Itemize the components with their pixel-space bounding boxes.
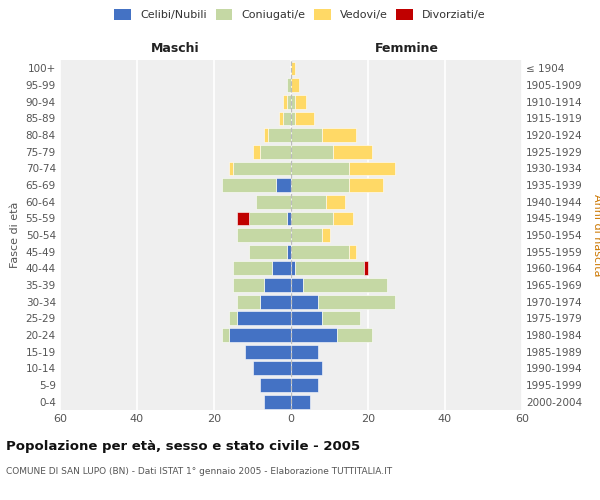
Bar xyxy=(326,195,345,208)
Bar xyxy=(229,312,237,325)
Bar xyxy=(253,145,260,158)
Text: Popolazione per età, sesso e stato civile - 2005: Popolazione per età, sesso e stato civil… xyxy=(6,440,360,453)
Bar xyxy=(291,178,349,192)
Bar xyxy=(291,378,318,392)
Bar xyxy=(272,262,291,275)
Bar xyxy=(245,345,291,358)
Bar xyxy=(349,162,395,175)
Bar xyxy=(264,395,291,408)
Bar xyxy=(229,328,291,342)
Bar xyxy=(283,95,287,108)
Bar xyxy=(349,178,383,192)
Bar xyxy=(287,245,291,258)
Text: COMUNE DI SAN LUPO (BN) - Dati ISTAT 1° gennaio 2005 - Elaborazione TUTTITALIA.I: COMUNE DI SAN LUPO (BN) - Dati ISTAT 1° … xyxy=(6,468,392,476)
Bar xyxy=(291,345,318,358)
Text: Femmine: Femmine xyxy=(374,42,439,55)
Bar xyxy=(291,145,334,158)
Bar xyxy=(334,145,372,158)
Bar xyxy=(291,245,349,258)
Bar xyxy=(291,262,295,275)
Bar xyxy=(291,212,334,225)
Bar xyxy=(222,178,275,192)
Bar xyxy=(253,362,291,375)
Bar xyxy=(291,328,337,342)
Bar xyxy=(280,112,283,125)
Bar xyxy=(295,262,364,275)
Bar xyxy=(260,145,291,158)
Bar xyxy=(237,312,291,325)
Bar xyxy=(364,262,368,275)
Bar xyxy=(322,312,360,325)
Bar xyxy=(264,128,268,142)
Bar xyxy=(233,262,272,275)
Bar xyxy=(295,112,314,125)
Bar xyxy=(233,278,264,292)
Bar xyxy=(291,278,302,292)
Bar xyxy=(268,128,291,142)
Bar xyxy=(264,278,291,292)
Bar xyxy=(287,78,291,92)
Bar xyxy=(291,362,322,375)
Bar xyxy=(260,378,291,392)
Bar xyxy=(237,212,248,225)
Bar xyxy=(291,228,322,242)
Bar xyxy=(222,328,229,342)
Bar xyxy=(291,95,295,108)
Text: Maschi: Maschi xyxy=(151,42,200,55)
Bar xyxy=(287,212,291,225)
Bar xyxy=(291,395,310,408)
Bar xyxy=(291,312,322,325)
Bar xyxy=(295,95,307,108)
Bar xyxy=(322,128,356,142)
Bar xyxy=(291,295,318,308)
Bar xyxy=(287,95,291,108)
Bar xyxy=(291,195,326,208)
Bar xyxy=(283,112,291,125)
Bar xyxy=(256,195,291,208)
Bar xyxy=(260,295,291,308)
Bar xyxy=(229,162,233,175)
Y-axis label: Fasce di età: Fasce di età xyxy=(10,202,20,268)
Bar xyxy=(291,162,349,175)
Bar xyxy=(291,78,299,92)
Bar xyxy=(291,62,295,75)
Y-axis label: Anni di nascita: Anni di nascita xyxy=(592,194,600,276)
Bar xyxy=(233,162,291,175)
Bar xyxy=(237,295,260,308)
Bar xyxy=(248,212,287,225)
Bar xyxy=(291,128,322,142)
Bar xyxy=(318,295,395,308)
Bar xyxy=(334,212,353,225)
Bar xyxy=(322,228,329,242)
Bar xyxy=(337,328,372,342)
Bar xyxy=(248,245,287,258)
Bar xyxy=(302,278,387,292)
Bar xyxy=(291,112,295,125)
Legend: Celibi/Nubili, Coniugati/e, Vedovi/e, Divorziati/e: Celibi/Nubili, Coniugati/e, Vedovi/e, Di… xyxy=(111,6,489,24)
Bar xyxy=(275,178,291,192)
Bar xyxy=(237,228,291,242)
Bar xyxy=(349,245,356,258)
